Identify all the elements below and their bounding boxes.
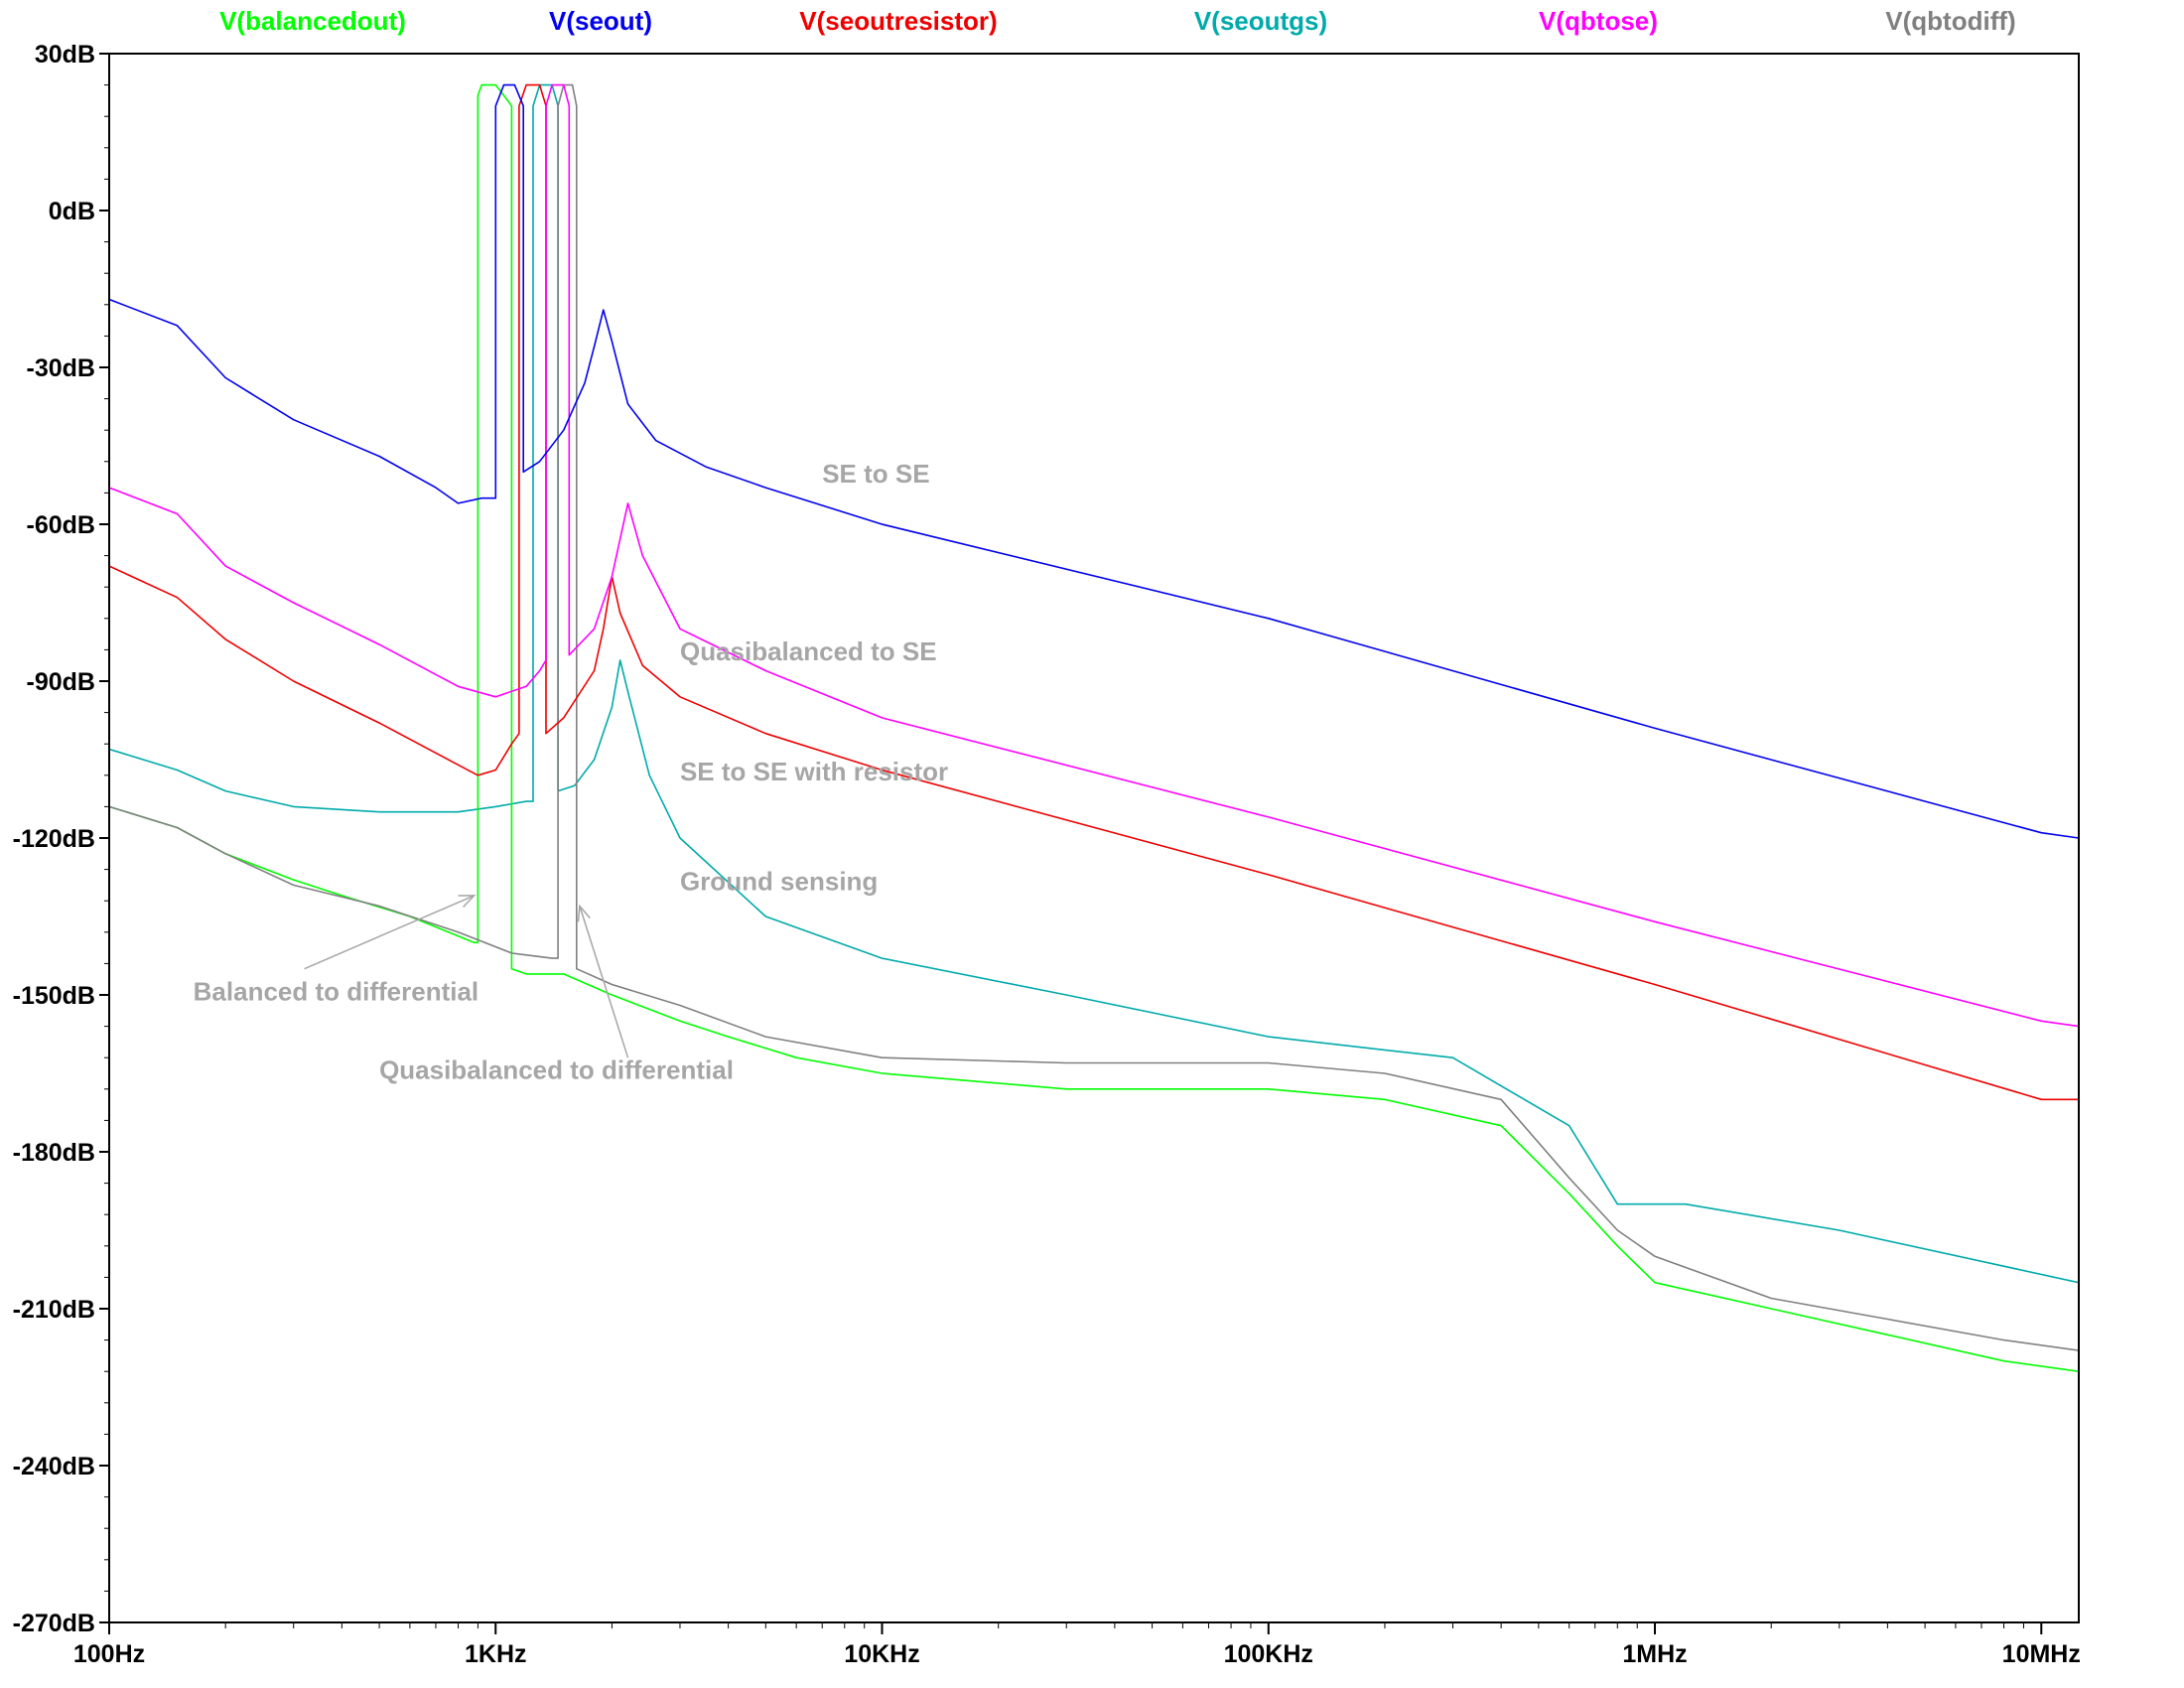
plot-frame	[108, 53, 2080, 1623]
y-tick-label: -30dB	[27, 354, 95, 382]
y-tick-label: 0dB	[49, 198, 95, 225]
legend-entry-v-qbtodiff: V(qbtodiff)	[1885, 6, 2015, 36]
legend-entry-v-balancedout: V(balancedout)	[219, 6, 406, 36]
annotation-ground-sensing: Ground sensing	[680, 867, 878, 897]
x-tick-label: 10KHz	[844, 1640, 919, 1668]
series-line-v-qbtodiff	[109, 83, 2079, 1351]
annotation-quasibalanced-to-se: Quasibalanced to SE	[680, 636, 937, 666]
annotation-balanced-to-differential: Balanced to differential	[194, 976, 479, 1006]
x-tick-label: 100Hz	[73, 1640, 145, 1668]
series-line-v-seoutresistor	[109, 83, 2079, 1101]
annotation-se-to-se: SE to SE	[822, 459, 929, 489]
annotations: SE to SE Quasibalanced to SE SE to SE with…	[194, 459, 948, 1084]
annotation-quasibalanced-to-differential: Quasibalanced to differential	[379, 1055, 734, 1084]
y-tick-label: -150dB	[13, 982, 95, 1010]
annotation-arrow-quasibalanced	[579, 906, 629, 1058]
series-line-v-seout	[109, 83, 2079, 839]
legend-entry-v-seout: V(seout)	[549, 6, 652, 36]
x-tick-label: 10MHz	[2002, 1640, 2081, 1668]
y-tick-label: -90dB	[27, 668, 95, 696]
y-tick-label: -60dB	[27, 511, 95, 539]
legend-entry-v-qbtose: V(qbtose)	[1539, 6, 1658, 36]
series-line-v-qbtose	[109, 83, 2079, 1028]
y-tick-label: -270dB	[13, 1610, 95, 1637]
legend: V(balancedout) V(seout) V(seoutresistor) V(…	[219, 6, 2016, 36]
y-tick-label: -240dB	[13, 1453, 95, 1480]
axis-ticks: 30dB 0dB -30dB -60dB -90dB -120dB -150dB -180dB…	[13, 41, 2081, 1668]
annotation-arrow-balanced	[304, 895, 475, 970]
x-tick-label: 100KHz	[1224, 1640, 1313, 1668]
x-tick-label: 1MHz	[1622, 1640, 1687, 1668]
y-tick-label: -210dB	[13, 1296, 95, 1324]
legend-entry-v-seoutgs: V(seoutgs)	[1194, 6, 1327, 36]
annotation-se-to-se-with-resistor: SE to SE with resistor	[680, 757, 948, 786]
x-tick-label: 1KHz	[465, 1640, 527, 1668]
series-line-v-balancedout	[109, 83, 2079, 1372]
annotation-arrow-quasibalanced-head	[577, 904, 591, 922]
y-tick-label: -120dB	[13, 825, 95, 853]
series-line-v-seoutgs	[109, 83, 2079, 1284]
annotation-arrow-balanced-head	[458, 895, 477, 909]
y-tick-label: -180dB	[13, 1139, 95, 1167]
y-tick-label: 30dB	[35, 41, 95, 69]
series-lines	[109, 83, 2079, 1372]
legend-entry-v-seoutresistor: V(seoutresistor)	[799, 6, 997, 36]
